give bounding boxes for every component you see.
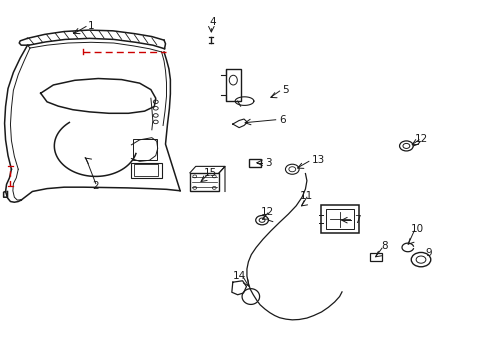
Text: 3: 3	[264, 158, 271, 168]
Text: 12: 12	[413, 134, 427, 144]
Text: 6: 6	[279, 115, 285, 125]
Text: 15: 15	[203, 168, 217, 178]
Text: 5: 5	[282, 85, 288, 95]
Text: 10: 10	[410, 225, 423, 234]
Text: 9: 9	[424, 248, 430, 258]
Text: 4: 4	[209, 17, 216, 27]
Text: 8: 8	[381, 241, 387, 251]
Text: 12: 12	[261, 207, 274, 217]
Text: 1: 1	[87, 21, 94, 31]
Text: 14: 14	[232, 271, 246, 281]
Text: 13: 13	[311, 155, 325, 165]
Text: 7: 7	[353, 215, 360, 225]
Text: 2: 2	[92, 181, 99, 192]
Text: 11: 11	[300, 191, 313, 201]
